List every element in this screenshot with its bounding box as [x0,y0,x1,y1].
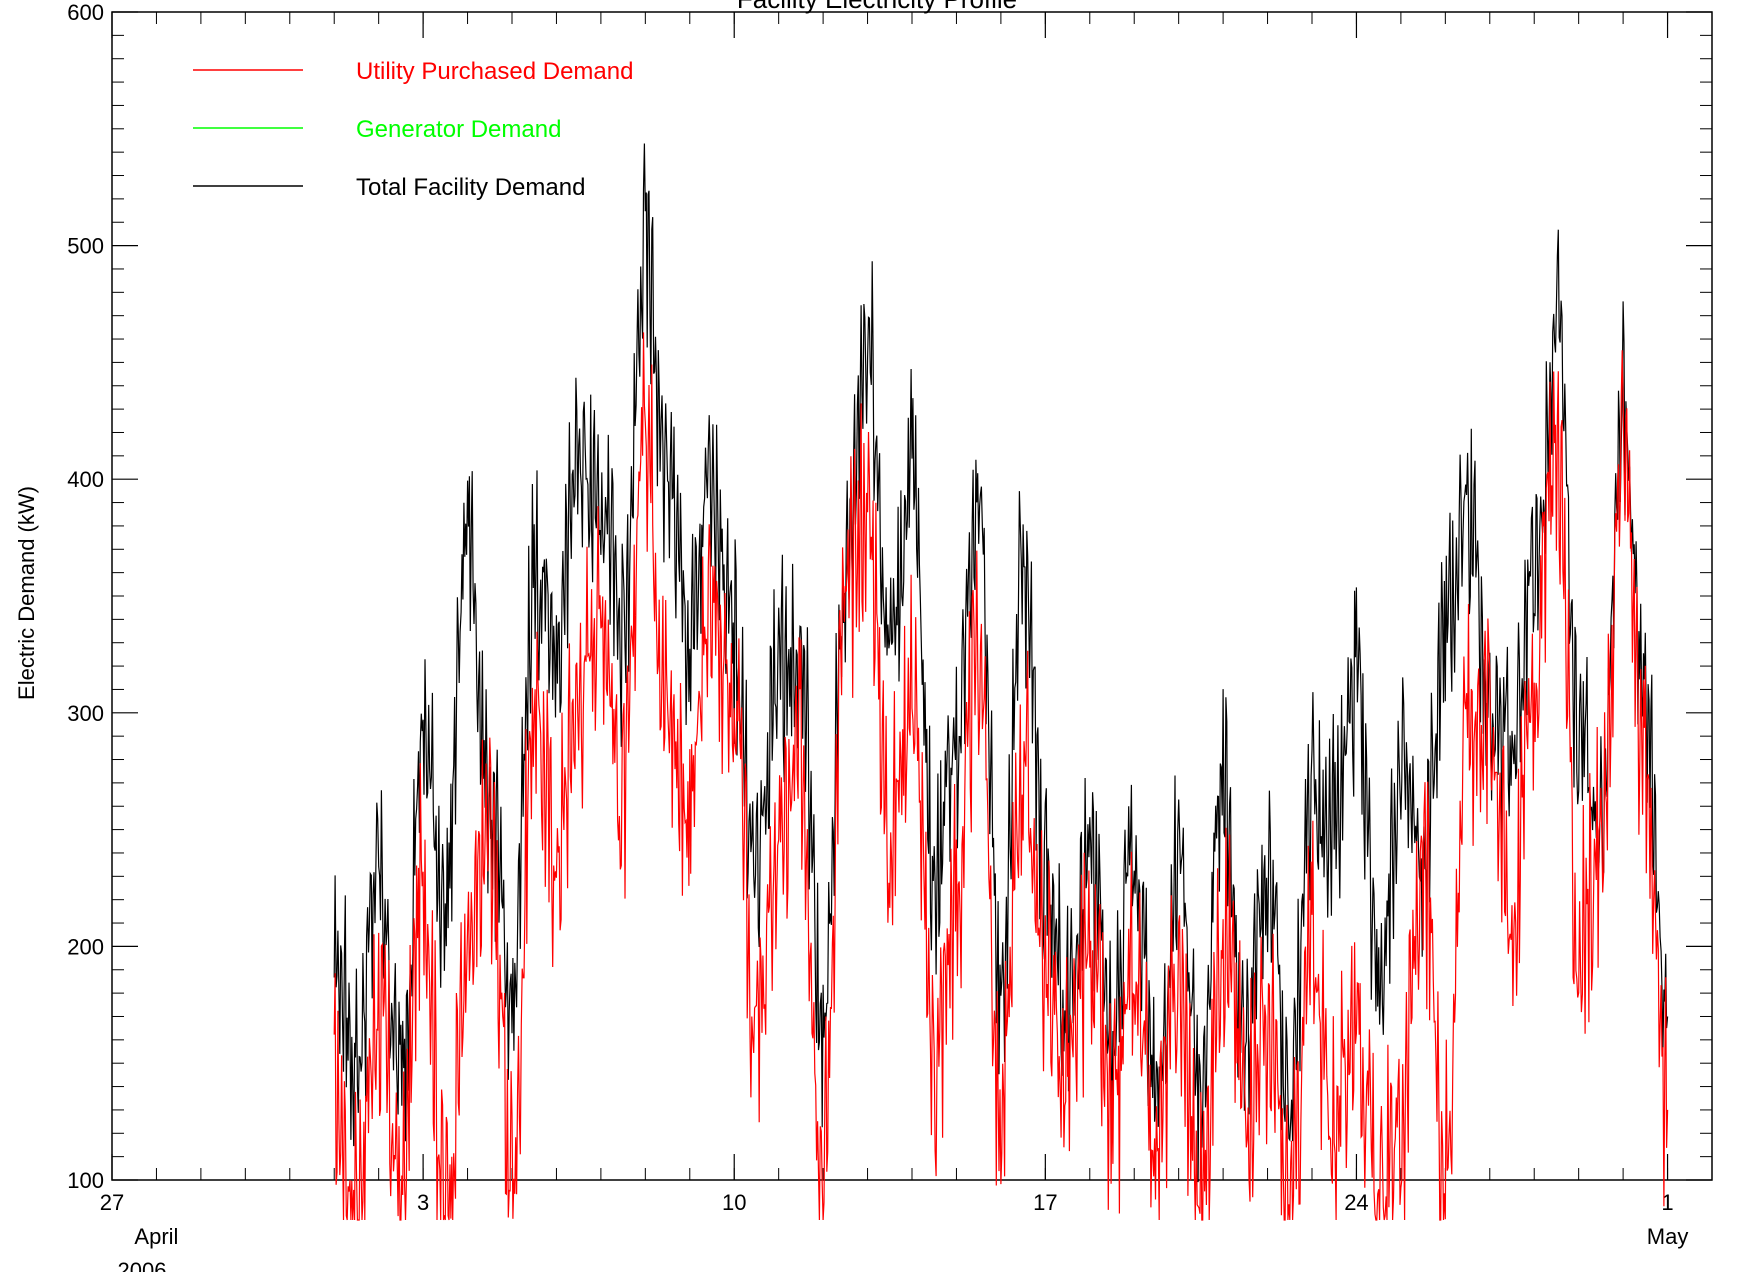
y-tick-label: 600 [67,0,104,25]
x-tick-label: 3 [417,1190,429,1215]
legend-label-2: Total Facility Demand [356,174,585,201]
plot-frame [111,11,1713,1181]
x-tick-label: 10 [722,1190,746,1215]
x-year-label: 2006 [118,1258,167,1272]
x-tick-label: 24 [1344,1190,1368,1215]
y-tick-label: 200 [67,934,104,959]
y-tick-label: 400 [67,467,104,492]
x-tick-label: 27 [100,1190,124,1215]
y-tick-label: 300 [67,701,104,726]
chart-title: Facility Electricity Profile [737,0,1017,14]
series-line-0 [333,332,1669,1221]
legend: Utility Purchased Demand Generator Demand… [193,58,633,201]
legend-label-1: Generator Demand [356,116,561,143]
x-month-label: April [134,1224,178,1249]
series-line-2 [333,143,1669,1183]
y-tick-label: 100 [67,1168,104,1193]
x-tick-label: 17 [1033,1190,1057,1215]
y-axis-label: Electric Demand (kW) [14,486,39,700]
y-tick-label: 500 [67,234,104,259]
axis-ticks [111,11,1712,1181]
legend-label-0: Utility Purchased Demand [356,58,633,85]
series-layer [333,143,1669,1221]
x-month-label: May [1647,1224,1689,1249]
